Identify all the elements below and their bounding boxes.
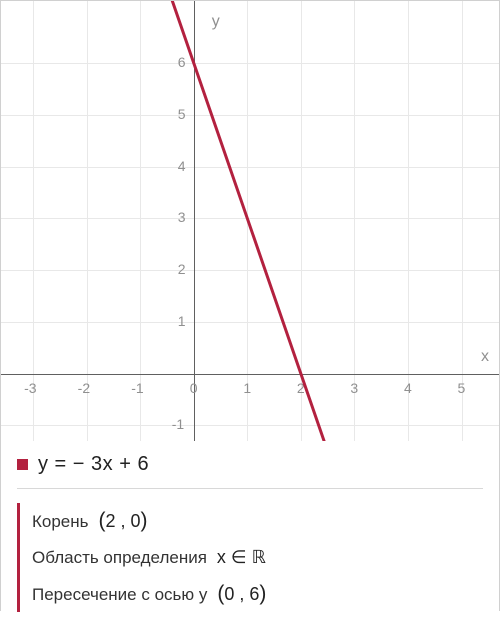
y-axis-label: y bbox=[212, 13, 220, 31]
y-tick-label: 4 bbox=[178, 158, 186, 174]
x-tick-label: 4 bbox=[404, 380, 412, 396]
x-tick-label: 1 bbox=[243, 380, 251, 396]
property-label: Область определения bbox=[32, 548, 207, 568]
properties-list: Корень (2 , 0) Область определения x ∈ ℝ… bbox=[17, 503, 483, 612]
chart-plot-area: y x -3 -2 -1 0 1 2 3 4 5 -1 1 2 3 4 5 6 bbox=[1, 1, 499, 441]
x-axis-label: x bbox=[481, 348, 489, 366]
x-tick-label: 0 bbox=[190, 380, 198, 396]
y-tick-label: 6 bbox=[178, 54, 186, 70]
x-tick-label: 5 bbox=[458, 380, 466, 396]
equation-row: y = − 3x + 6 bbox=[17, 453, 483, 489]
gridline-horizontal bbox=[1, 115, 499, 116]
property-label: Пересечение с осью y bbox=[32, 585, 207, 605]
property-value: (2 , 0) bbox=[99, 509, 148, 533]
gridline-horizontal bbox=[1, 63, 499, 64]
gridline-horizontal bbox=[1, 322, 499, 323]
property-y-intercept: Пересечение с осью y (0 , 6) bbox=[32, 582, 483, 606]
equation-text: y = − 3x + 6 bbox=[38, 453, 149, 476]
property-value: (0 , 6) bbox=[217, 582, 266, 606]
property-value: x ∈ ℝ bbox=[217, 547, 266, 568]
x-tick-label: -1 bbox=[131, 380, 143, 396]
property-label: Корень bbox=[32, 512, 89, 532]
x-tick-label: 2 bbox=[297, 380, 305, 396]
y-axis bbox=[194, 1, 196, 441]
y-tick-label: 2 bbox=[178, 261, 186, 277]
app-container: y x -3 -2 -1 0 1 2 3 4 5 -1 1 2 3 4 5 6 y = − 3x + 6 Ко… bbox=[0, 0, 500, 611]
y-tick-label: 5 bbox=[178, 106, 186, 122]
info-panel: y = − 3x + 6 Корень (2 , 0) Область опре… bbox=[1, 441, 499, 624]
y-tick-label: -1 bbox=[172, 416, 184, 432]
x-tick-label: -3 bbox=[24, 380, 36, 396]
gridline-horizontal bbox=[1, 218, 499, 219]
y-tick-label: 3 bbox=[178, 209, 186, 225]
x-tick-label: -2 bbox=[78, 380, 90, 396]
property-domain: Область определения x ∈ ℝ bbox=[32, 547, 483, 568]
gridline-horizontal bbox=[1, 425, 499, 426]
y-tick-label: 1 bbox=[178, 313, 186, 329]
x-axis bbox=[1, 374, 499, 376]
x-tick-label: 3 bbox=[350, 380, 358, 396]
gridline-horizontal bbox=[1, 270, 499, 271]
equation-color-marker bbox=[17, 459, 28, 470]
property-root: Корень (2 , 0) bbox=[32, 509, 483, 533]
gridline-horizontal bbox=[1, 167, 499, 168]
